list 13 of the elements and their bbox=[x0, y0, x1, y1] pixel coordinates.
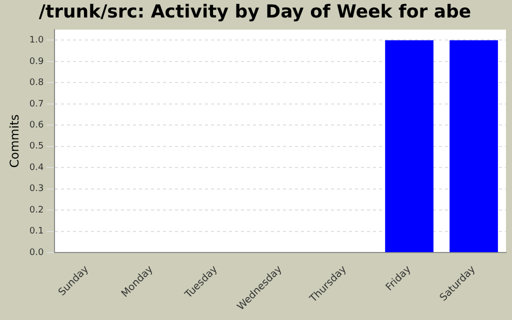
y-tick-label: 0.1 bbox=[29, 226, 44, 237]
y-tick-label: 0.5 bbox=[29, 142, 44, 152]
y-tick-label: 1.0 bbox=[29, 36, 44, 46]
y-tick-label: 0.2 bbox=[29, 205, 44, 216]
y-tick-label: 0.8 bbox=[29, 78, 44, 88]
y-axis-title: Commits bbox=[7, 114, 22, 168]
y-tick-label: 0.9 bbox=[29, 56, 44, 67]
chart-title: /trunk/src: Activity by Day of Week for abe bbox=[38, 1, 472, 22]
y-tick-label: 0.4 bbox=[29, 162, 44, 173]
y-tick-label: 0.0 bbox=[29, 248, 44, 258]
y-tick-label: 0.3 bbox=[29, 184, 44, 194]
y-tick-label: 0.6 bbox=[29, 120, 44, 131]
y-tick-label: 0.7 bbox=[29, 99, 44, 110]
